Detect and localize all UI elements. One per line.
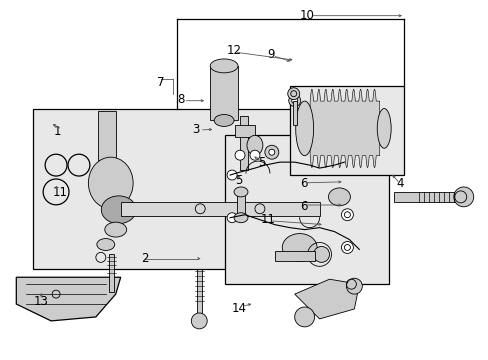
Text: 11: 11: [52, 186, 67, 199]
Circle shape: [288, 95, 300, 107]
Circle shape: [313, 247, 329, 262]
Ellipse shape: [234, 187, 247, 197]
Ellipse shape: [234, 213, 247, 223]
Text: 5: 5: [235, 174, 242, 186]
Bar: [393, 192, 463, 202]
Polygon shape: [224, 135, 388, 284]
Text: 1: 1: [54, 125, 61, 138]
Text: 8: 8: [177, 93, 184, 106]
Circle shape: [268, 149, 274, 155]
Ellipse shape: [246, 135, 263, 155]
Text: 12: 12: [226, 44, 241, 57]
Text: 10: 10: [299, 9, 313, 22]
Ellipse shape: [210, 59, 238, 73]
Circle shape: [341, 209, 353, 221]
Ellipse shape: [104, 222, 126, 237]
Text: 13: 13: [34, 295, 49, 308]
Circle shape: [226, 213, 237, 223]
Circle shape: [287, 88, 299, 100]
Text: 7: 7: [157, 76, 164, 89]
Ellipse shape: [282, 234, 316, 261]
Ellipse shape: [101, 196, 136, 224]
Ellipse shape: [376, 109, 390, 148]
Ellipse shape: [214, 114, 234, 126]
Ellipse shape: [88, 157, 133, 209]
Ellipse shape: [97, 239, 115, 251]
Bar: [197, 269, 202, 319]
Ellipse shape: [328, 188, 350, 206]
Text: 5: 5: [257, 156, 264, 168]
Text: 6: 6: [300, 177, 307, 190]
Bar: [121, 202, 319, 216]
Circle shape: [226, 170, 237, 180]
Text: 6: 6: [300, 199, 307, 212]
Bar: [108, 255, 114, 292]
Polygon shape: [33, 109, 339, 269]
Bar: [235, 125, 254, 137]
Circle shape: [341, 242, 353, 253]
Polygon shape: [16, 277, 121, 321]
Circle shape: [235, 150, 244, 160]
Circle shape: [294, 307, 314, 327]
Circle shape: [453, 187, 473, 207]
Circle shape: [264, 145, 278, 159]
Text: 14: 14: [232, 302, 246, 315]
Circle shape: [346, 278, 362, 294]
Circle shape: [249, 150, 260, 160]
Text: 3: 3: [192, 123, 199, 136]
Bar: [274, 251, 314, 261]
Text: 2: 2: [141, 252, 148, 265]
Text: 11: 11: [260, 213, 275, 226]
Polygon shape: [289, 86, 403, 175]
Text: 4: 4: [396, 177, 403, 190]
Bar: [210, 66, 238, 121]
Bar: [98, 111, 116, 160]
Circle shape: [291, 98, 297, 104]
Bar: [240, 116, 247, 170]
Polygon shape: [294, 279, 359, 319]
Text: 9: 9: [267, 48, 274, 61]
Bar: [237, 188, 244, 218]
Ellipse shape: [295, 101, 313, 156]
Bar: [292, 100, 296, 125]
Circle shape: [191, 313, 207, 329]
